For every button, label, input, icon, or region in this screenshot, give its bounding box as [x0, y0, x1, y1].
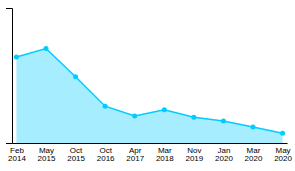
x-tick-label-line: Mar — [247, 146, 261, 155]
chart: Feb2014May2015Oct2015Oct2016Apr2017Mar20… — [0, 0, 295, 171]
point — [73, 74, 78, 79]
x-tick-label-line: May — [276, 146, 291, 155]
x-tick: May2015 — [38, 143, 56, 163]
x-tick-label-line: 2016 — [97, 154, 115, 163]
x-tick-label-line: May — [39, 146, 54, 155]
point — [103, 104, 108, 109]
y-axis — [6, 9, 13, 144]
x-tick-label-line: Nov — [187, 146, 201, 155]
area — [16, 49, 282, 144]
x-tick: May2020 — [274, 143, 292, 163]
x-tick: Nov2019 — [185, 143, 203, 163]
x-tick-label: May2015 — [38, 146, 56, 164]
x-tick: Mar2020 — [245, 143, 263, 163]
point — [44, 46, 49, 51]
x-tick-label-line: Apr — [129, 146, 142, 155]
x-tick: Oct2016 — [97, 143, 115, 163]
x-tick-label: Mar2018 — [156, 146, 174, 164]
x-tick-label-line: 2020 — [245, 154, 263, 163]
x-tick-label: Oct2015 — [67, 146, 85, 164]
line — [16, 49, 282, 134]
point — [250, 125, 255, 130]
x-tick-label-line: 2020 — [274, 154, 292, 163]
x-tick-label-line: Oct — [99, 146, 112, 155]
x-tick-label-line: 2019 — [185, 154, 203, 163]
plot: Feb2014May2015Oct2015Oct2016Apr2017Mar20… — [6, 9, 293, 164]
x-tick-label: Oct2016 — [97, 146, 115, 164]
x-tick: Oct2015 — [67, 143, 85, 163]
x-tick-label: Jan2020 — [215, 146, 233, 164]
x-tick-label-line: Jan — [217, 146, 230, 155]
x-tick-label: Nov2019 — [185, 146, 203, 164]
x-tick-label-line: 2014 — [8, 154, 26, 163]
x-tick-label-line: Oct — [70, 146, 83, 155]
point — [280, 131, 285, 136]
point — [162, 107, 167, 112]
point — [221, 118, 226, 123]
marks — [14, 46, 285, 143]
x-tick-label-line: Mar — [158, 146, 172, 155]
x-axis-line — [13, 143, 288, 144]
point — [132, 114, 137, 119]
x-tick: Apr2017 — [126, 143, 144, 163]
point — [191, 115, 196, 120]
y-axis-line — [6, 9, 13, 144]
x-tick: Feb2014 — [8, 143, 26, 163]
x-tick-label-line: 2015 — [67, 154, 85, 163]
x-tick-label-line: 2020 — [215, 154, 233, 163]
x-tick-label: Feb2014 — [8, 146, 26, 164]
x-tick-label-line: 2018 — [156, 154, 174, 163]
x-axis: Feb2014May2015Oct2015Oct2016Apr2017Mar20… — [8, 143, 292, 163]
x-tick: Jan2020 — [215, 143, 233, 163]
x-tick-label: Mar2020 — [245, 146, 263, 164]
x-tick: Mar2018 — [156, 143, 174, 163]
x-tick-label-line: Feb — [10, 146, 24, 155]
x-tick-label: Apr2017 — [126, 146, 144, 164]
point — [14, 55, 19, 60]
x-tick-label-line: 2017 — [126, 154, 144, 163]
x-tick-label-line: 2015 — [38, 154, 56, 163]
x-tick-label: May2020 — [274, 146, 292, 164]
